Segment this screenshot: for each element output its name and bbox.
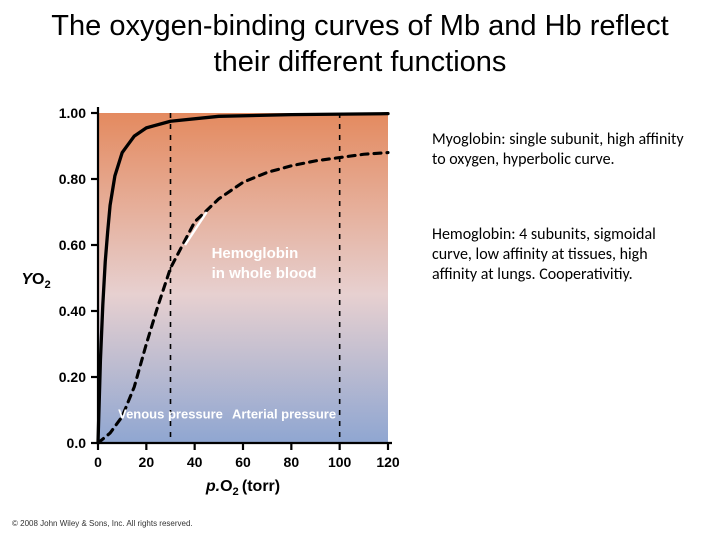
svg-text:0.80: 0.80 [59,171,86,187]
svg-text:0.40: 0.40 [59,303,86,319]
myoglobin-description: Myoglobin: single subunit, high affinity… [432,130,692,170]
svg-text:0.0: 0.0 [67,435,87,451]
svg-text:0: 0 [94,454,102,470]
venous-pressure-label: Venous pressure [118,406,223,421]
svg-text:100: 100 [328,454,352,470]
svg-text:60: 60 [235,454,251,470]
svg-text:0.20: 0.20 [59,369,86,385]
myoglobin-label: Myoglobin [129,95,204,97]
oxygen-binding-chart: 0.0 0.20 0.40 0.60 0.80 1.00 0 20 40 60 80 100 120 YO… [20,95,420,515]
svg-text:80: 80 [284,454,300,470]
svg-text:120: 120 [376,454,400,470]
svg-text:1.00: 1.00 [59,105,86,121]
svg-text:0.60: 0.60 [59,237,86,253]
copyright-text: © 2008 John Wiley & Sons, Inc. All right… [12,519,193,528]
arterial-pressure-label: Arterial pressure [232,406,336,421]
x-axis-label: p.O2 (torr) [205,478,280,498]
svg-text:40: 40 [187,454,203,470]
hemoglobin-description: Hemoglobin: 4 subunits, sigmoidal curve,… [432,225,692,285]
y-axis-label: YO2 [21,271,50,291]
page-title: The oxygen-binding curves of Mb and Hb r… [50,8,670,81]
hemoglobin-label: Hemoglobin [212,245,299,262]
hemoglobin-label-line2: in whole blood [212,265,317,282]
svg-text:20: 20 [139,454,155,470]
